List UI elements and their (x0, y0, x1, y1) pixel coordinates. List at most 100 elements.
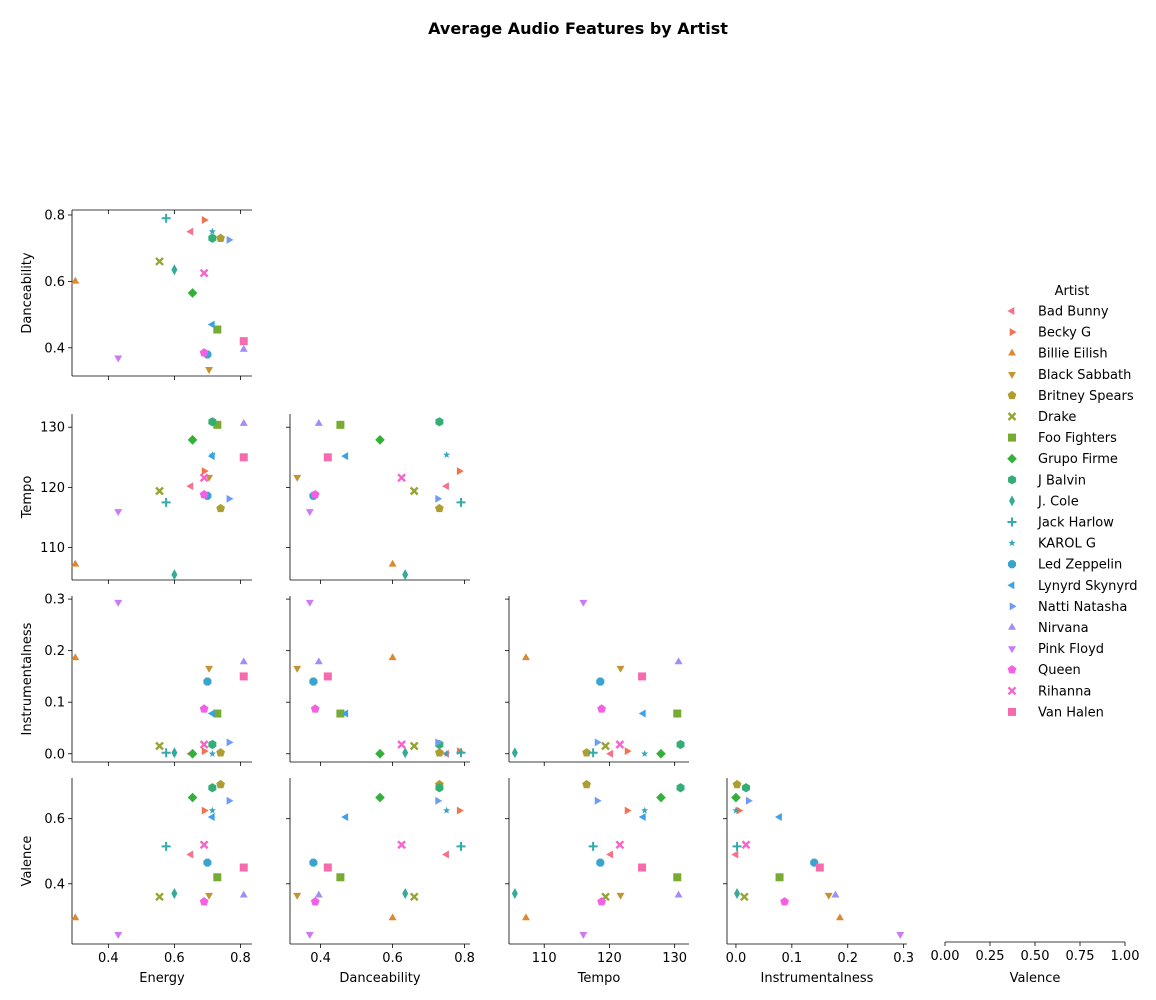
legend-item-becky-g: Becky G (1009, 326, 1091, 341)
point-nirvana (314, 657, 323, 665)
point-britney-spears (216, 748, 225, 757)
point-karol-g (208, 227, 216, 235)
point-karol-g (208, 749, 216, 757)
point-queen (597, 704, 606, 713)
point-lynyrd-skynyrd (341, 452, 349, 461)
panel-valence-diagonal-xtick-label: 0.25 (976, 949, 1005, 964)
legend-item-pink-floyd: Pink Floyd (1008, 642, 1104, 657)
point-grupo-firme (731, 792, 741, 803)
panel-danceability-vs-energy-ytick-label: 0.4 (44, 341, 65, 356)
point-billie-eilish (388, 559, 397, 567)
panel-tempo-vs-energy: 110 120 130 (40, 414, 252, 584)
point-natti-natasha (594, 738, 602, 747)
point-bad-bunny (442, 482, 449, 491)
legend-marker-pink-floyd (1008, 646, 1016, 654)
point-billie-eilish (71, 653, 80, 661)
point-karol-g (208, 806, 216, 814)
point-queen (597, 897, 606, 906)
panel-valence-diagonal-xtick-label: 0.75 (1066, 949, 1095, 964)
point-queen (199, 897, 209, 906)
point-natti-natasha (745, 796, 753, 805)
legend-label: Van Halen (1038, 705, 1104, 720)
legend-marker-becky-g (1009, 328, 1017, 337)
point-led-zeppelin (309, 858, 318, 867)
ylabel-danceability: Danceability (20, 252, 35, 334)
point-jack-harlow (456, 497, 466, 507)
point-becky-g (456, 467, 464, 476)
legend-label: Grupo Firme (1038, 452, 1118, 467)
point-drake (155, 741, 164, 751)
point-billie-eilish (521, 653, 530, 661)
point-queen (199, 489, 209, 499)
point-foo-fighters (213, 873, 222, 882)
point-j-cole (511, 747, 518, 759)
legend-marker-van-halen (1008, 707, 1016, 716)
point-grupo-firme (656, 748, 666, 759)
point-j-cole (734, 888, 741, 900)
panel-energy-top (72, 209, 252, 214)
point-drake (155, 486, 164, 496)
point-billie-eilish (521, 913, 530, 921)
legend-item-billie-eilish: Billie Eilish (1008, 347, 1108, 362)
panel-valence-vs-energy-xtick-label: 0.4 (98, 951, 119, 966)
legend-marker-j-cole (1009, 495, 1015, 507)
point-pink-floyd (114, 355, 123, 363)
point-becky-g (456, 806, 464, 815)
point-queen (310, 489, 320, 499)
point-lynyrd-skynyrd (638, 709, 646, 718)
legend-item-black-sabbath: Black Sabbath (1008, 368, 1131, 383)
legend-marker-j-balvin (1008, 475, 1016, 485)
point-j-balvin (435, 417, 444, 427)
legend-label: Natti Natasha (1038, 600, 1127, 615)
legend-item-jack-harlow: Jack Harlow (1007, 516, 1114, 531)
point-jack-harlow (456, 748, 466, 758)
point-j-cole (171, 888, 178, 900)
point-black-sabbath (205, 665, 214, 673)
point-black-sabbath (205, 892, 214, 900)
point-jack-harlow (456, 841, 466, 851)
point-nirvana (831, 890, 840, 898)
panel-instrumentalness-vs-energy-ytick-label: 0.2 (44, 644, 65, 659)
point-natti-natasha (226, 738, 234, 747)
point-natti-natasha (226, 494, 234, 503)
point-led-zeppelin (596, 858, 605, 867)
panel-tempo-vs-energy-ytick-label: 120 (40, 481, 65, 496)
legend-label: Lynyrd Skynyrd (1038, 579, 1138, 594)
legend-label: Jack Harlow (1037, 516, 1114, 531)
point-britney-spears (582, 748, 591, 757)
point-grupo-firme (187, 792, 198, 803)
panel-instrumentalness-vs-energy-ytick-label: 0.3 (44, 593, 65, 608)
point-karol-g (641, 806, 649, 814)
legend-label: Black Sabbath (1038, 368, 1131, 383)
point-bad-bunny (186, 227, 194, 236)
point-pink-floyd (114, 931, 123, 939)
panel-tempo-vs-energy-ytick-label: 130 (40, 421, 65, 436)
point-lynyrd-skynyrd (207, 709, 215, 718)
point-nirvana (314, 890, 323, 898)
point-pink-floyd (305, 509, 314, 517)
panel-danceability-vs-energy-ytick-label: 0.6 (44, 275, 65, 290)
point-natti-natasha (226, 796, 234, 805)
point-grupo-firme (375, 748, 385, 759)
point-j-balvin (742, 783, 750, 793)
panel-instrumentalness-vs-danceability (286, 596, 470, 766)
legend-label: Foo Fighters (1038, 431, 1117, 446)
legend-marker-bad-bunny (1007, 307, 1015, 315)
point-rihanna (615, 740, 625, 749)
point-natti-natasha (435, 796, 443, 805)
legend-marker-lynyrd-skynyrd (1007, 581, 1015, 590)
point-j-balvin (676, 739, 685, 750)
point-lynyrd-skynyrd (341, 709, 349, 718)
point-drake (155, 257, 164, 266)
point-grupo-firme (187, 288, 198, 298)
point-j-cole (171, 747, 178, 759)
point-pink-floyd (114, 599, 123, 607)
point-rihanna (397, 473, 406, 483)
panel-valence-vs-danceability-xtick-label: 0.8 (454, 951, 475, 966)
panel-valence-diagonal-xtick-label: 0.50 (1021, 949, 1050, 964)
point-foo-fighters (336, 873, 345, 882)
point-drake (409, 892, 419, 902)
point-grupo-firme (187, 435, 198, 445)
legend-label: Led Zeppelin (1038, 558, 1122, 573)
